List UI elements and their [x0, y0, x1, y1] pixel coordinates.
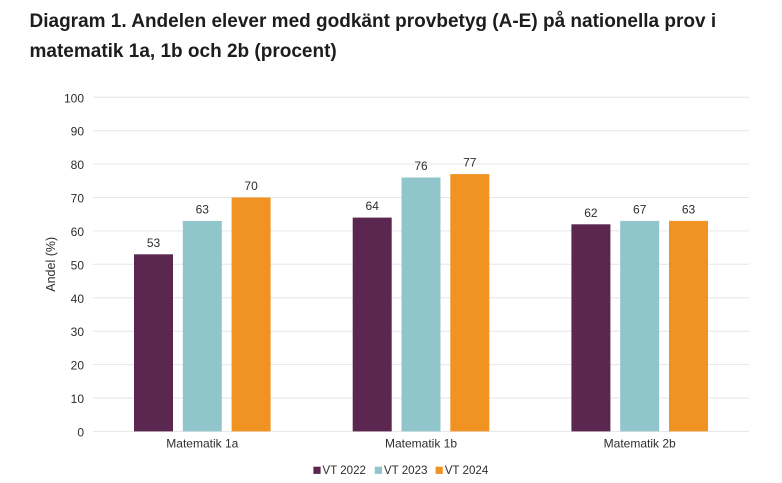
svg-text:20: 20 — [71, 359, 85, 373]
svg-text:0: 0 — [77, 425, 84, 439]
svg-text:80: 80 — [71, 158, 85, 172]
svg-text:77: 77 — [463, 156, 477, 170]
svg-text:30: 30 — [71, 325, 85, 339]
svg-text:70: 70 — [244, 179, 258, 193]
svg-text:50: 50 — [71, 258, 85, 272]
svg-text:100: 100 — [64, 91, 84, 105]
svg-text:67: 67 — [633, 202, 647, 216]
svg-text:Matematik 1a: Matematik 1a — [166, 437, 238, 451]
svg-text:63: 63 — [682, 202, 696, 216]
svg-text:62: 62 — [584, 206, 598, 220]
svg-text:63: 63 — [196, 202, 210, 216]
svg-text:VT 2023: VT 2023 — [384, 464, 428, 477]
svg-text:40: 40 — [71, 292, 85, 306]
svg-text:VT 2022: VT 2022 — [322, 464, 366, 477]
svg-text:70: 70 — [71, 192, 85, 206]
svg-text:64: 64 — [366, 199, 380, 213]
svg-text:60: 60 — [71, 225, 85, 239]
svg-text:Andel (%): Andel (%) — [44, 237, 58, 292]
svg-text:10: 10 — [71, 392, 85, 406]
svg-text:Matematik 1b: Matematik 1b — [385, 437, 457, 451]
svg-text:Matematik 2b: Matematik 2b — [604, 437, 676, 451]
svg-text:76: 76 — [414, 159, 428, 173]
svg-text:90: 90 — [71, 125, 85, 139]
svg-text:VT 2024: VT 2024 — [445, 464, 489, 477]
svg-text:53: 53 — [147, 236, 161, 250]
